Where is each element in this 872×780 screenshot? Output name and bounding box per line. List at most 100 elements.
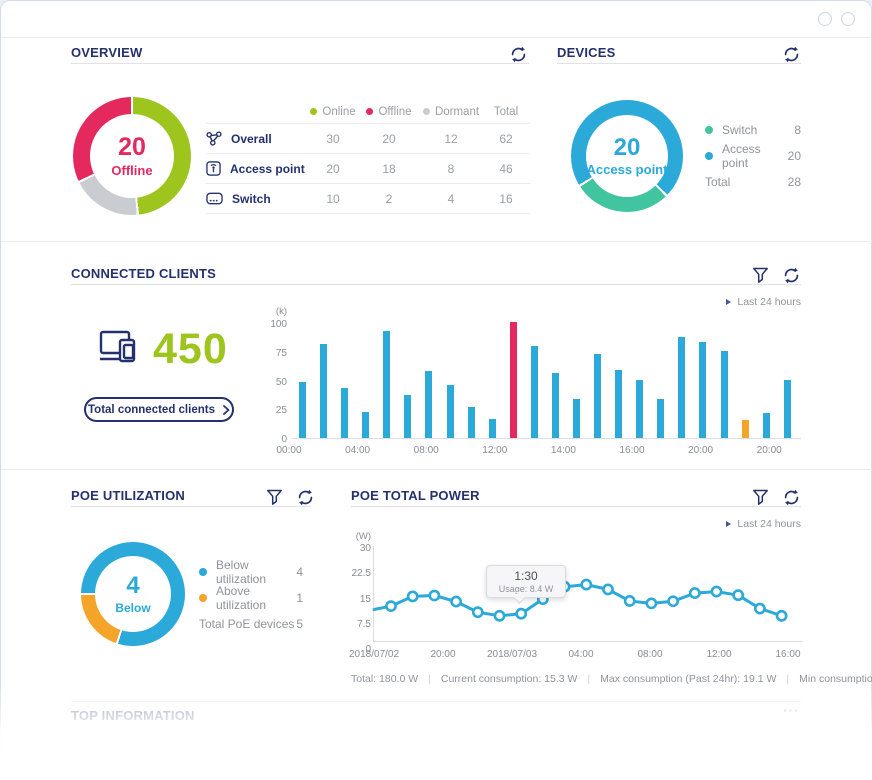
- poe-utilization-donut-chart[interactable]: 4 Below: [81, 542, 185, 646]
- refresh-icon[interactable]: [294, 486, 316, 508]
- poe-total-power-panel-title: POE TOTAL POWER: [351, 488, 480, 503]
- refresh-icon[interactable]: [780, 486, 802, 508]
- client-bar[interactable]: [509, 321, 517, 438]
- client-bar[interactable]: [594, 354, 602, 438]
- table-row: Overall 30 20 12 62: [206, 123, 530, 153]
- dormant-dot-icon: [422, 108, 430, 115]
- time-range-selector[interactable]: Last 24 hours: [726, 296, 801, 308]
- poe-line-chart[interactable]: 1:30 Usage: 8.4 W: [372, 544, 804, 646]
- line-point[interactable]: [753, 602, 766, 615]
- devices-panel-title: DEVICES: [557, 45, 616, 60]
- filter-icon[interactable]: [749, 264, 771, 286]
- divider: [557, 63, 801, 64]
- client-bar[interactable]: [404, 395, 412, 438]
- devices-donut-chart[interactable]: 20 Access point: [571, 100, 683, 212]
- line-point[interactable]: [428, 589, 441, 602]
- line-point[interactable]: [623, 595, 636, 607]
- legend-item: Total 28: [705, 175, 801, 189]
- x-tick-label: 08:00: [413, 445, 439, 456]
- line-point[interactable]: [471, 606, 484, 619]
- x-tick-label: 2018/07/02: [348, 649, 400, 660]
- overview-donut-chart[interactable]: 20 Offline: [73, 97, 191, 215]
- client-bar[interactable]: [657, 398, 665, 438]
- filter-icon[interactable]: [263, 486, 285, 508]
- below-utilization-dot-icon: [199, 568, 207, 576]
- client-bar[interactable]: [615, 369, 623, 438]
- client-bar[interactable]: [741, 420, 749, 438]
- total-connected-clients-button[interactable]: Total connected clients: [84, 397, 234, 422]
- time-range-selector[interactable]: Last 24 hours: [726, 518, 801, 530]
- x-tick-label: 14:00: [550, 445, 576, 456]
- clients-bar-chart[interactable]: [299, 312, 791, 438]
- poe-utilization-panel-title: POE UTILIZATION: [71, 488, 185, 503]
- access-point-dot-icon: [705, 152, 713, 160]
- line-point[interactable]: [406, 590, 419, 603]
- legend-item: Access point 20: [705, 142, 801, 170]
- bar-chart-baseline: [291, 438, 801, 439]
- window-control-icon[interactable]: [841, 12, 855, 26]
- line-point[interactable]: [688, 587, 701, 599]
- line-chart-y-axis-line: [373, 546, 374, 642]
- filter-icon[interactable]: [749, 486, 771, 508]
- client-bar[interactable]: [362, 412, 370, 438]
- line-point[interactable]: [450, 595, 462, 608]
- line-chart-unit-label: (W): [355, 531, 371, 542]
- chart-tooltip: 1:30 Usage: 8.4 W: [486, 565, 566, 598]
- above-utilization-dot-icon: [199, 594, 207, 602]
- switch-icon: [206, 192, 223, 205]
- bar-chart-y-axis: 100 75 50 25 0: [270, 319, 287, 445]
- client-bar[interactable]: [467, 406, 475, 438]
- legend-item: Above utilization 1: [199, 584, 303, 612]
- client-bar[interactable]: [699, 341, 707, 438]
- divider: [351, 506, 801, 507]
- client-bar[interactable]: [551, 373, 559, 438]
- devices-donut-center: 20 Access point: [571, 100, 683, 212]
- line-chart-y-axis: 30 22.5 15 7.5 0: [351, 543, 371, 655]
- line-point[interactable]: [710, 585, 723, 598]
- stat-item: Max consumption (Past 24hr): 19.1 W: [600, 673, 777, 685]
- play-triangle-icon: [726, 521, 732, 527]
- line-point[interactable]: [645, 597, 658, 610]
- client-bar[interactable]: [783, 379, 791, 438]
- section-divider: [1, 469, 872, 470]
- total-clients-value: 450: [153, 325, 228, 373]
- overview-panel-title: OVERVIEW: [71, 45, 143, 60]
- line-point[interactable]: [732, 589, 745, 602]
- stat-item: Total: 180.0 W: [351, 673, 419, 685]
- client-bar[interactable]: [488, 419, 496, 438]
- divider: [71, 284, 801, 285]
- line-point[interactable]: [602, 583, 614, 596]
- x-tick-label: 04:00: [345, 445, 371, 456]
- x-tick-label: 00:00: [276, 445, 302, 456]
- more-options-icon[interactable]: ⋯: [782, 701, 799, 720]
- client-bar[interactable]: [762, 413, 770, 438]
- client-bar[interactable]: [341, 387, 349, 438]
- line-point[interactable]: [580, 578, 593, 591]
- line-point[interactable]: [515, 607, 528, 620]
- line-point[interactable]: [385, 600, 397, 613]
- client-bar[interactable]: [573, 398, 581, 438]
- line-point[interactable]: [493, 609, 506, 622]
- line-point[interactable]: [667, 595, 679, 608]
- devices-donut-label: Access point: [586, 162, 668, 178]
- overview-donut-center: 20 Offline: [73, 97, 191, 215]
- client-bar[interactable]: [530, 346, 538, 438]
- window-control-icon[interactable]: [818, 12, 832, 26]
- client-bar[interactable]: [446, 385, 454, 438]
- x-tick-label: 04:00: [568, 649, 594, 660]
- client-bar[interactable]: [678, 337, 686, 438]
- row-label: Overall: [231, 131, 272, 146]
- line-point[interactable]: [775, 609, 788, 622]
- titlebar: [1, 1, 871, 38]
- client-bar[interactable]: [299, 382, 306, 438]
- refresh-icon[interactable]: [507, 43, 529, 65]
- refresh-icon[interactable]: [780, 264, 802, 286]
- refresh-icon[interactable]: [780, 43, 802, 65]
- poe-donut-center: 4 Below: [81, 542, 185, 646]
- line-chart-baseline: [373, 641, 803, 642]
- client-bar[interactable]: [720, 350, 728, 438]
- client-bar[interactable]: [320, 343, 328, 438]
- client-bar[interactable]: [425, 370, 433, 438]
- client-bar[interactable]: [383, 330, 391, 438]
- client-bar[interactable]: [636, 379, 644, 438]
